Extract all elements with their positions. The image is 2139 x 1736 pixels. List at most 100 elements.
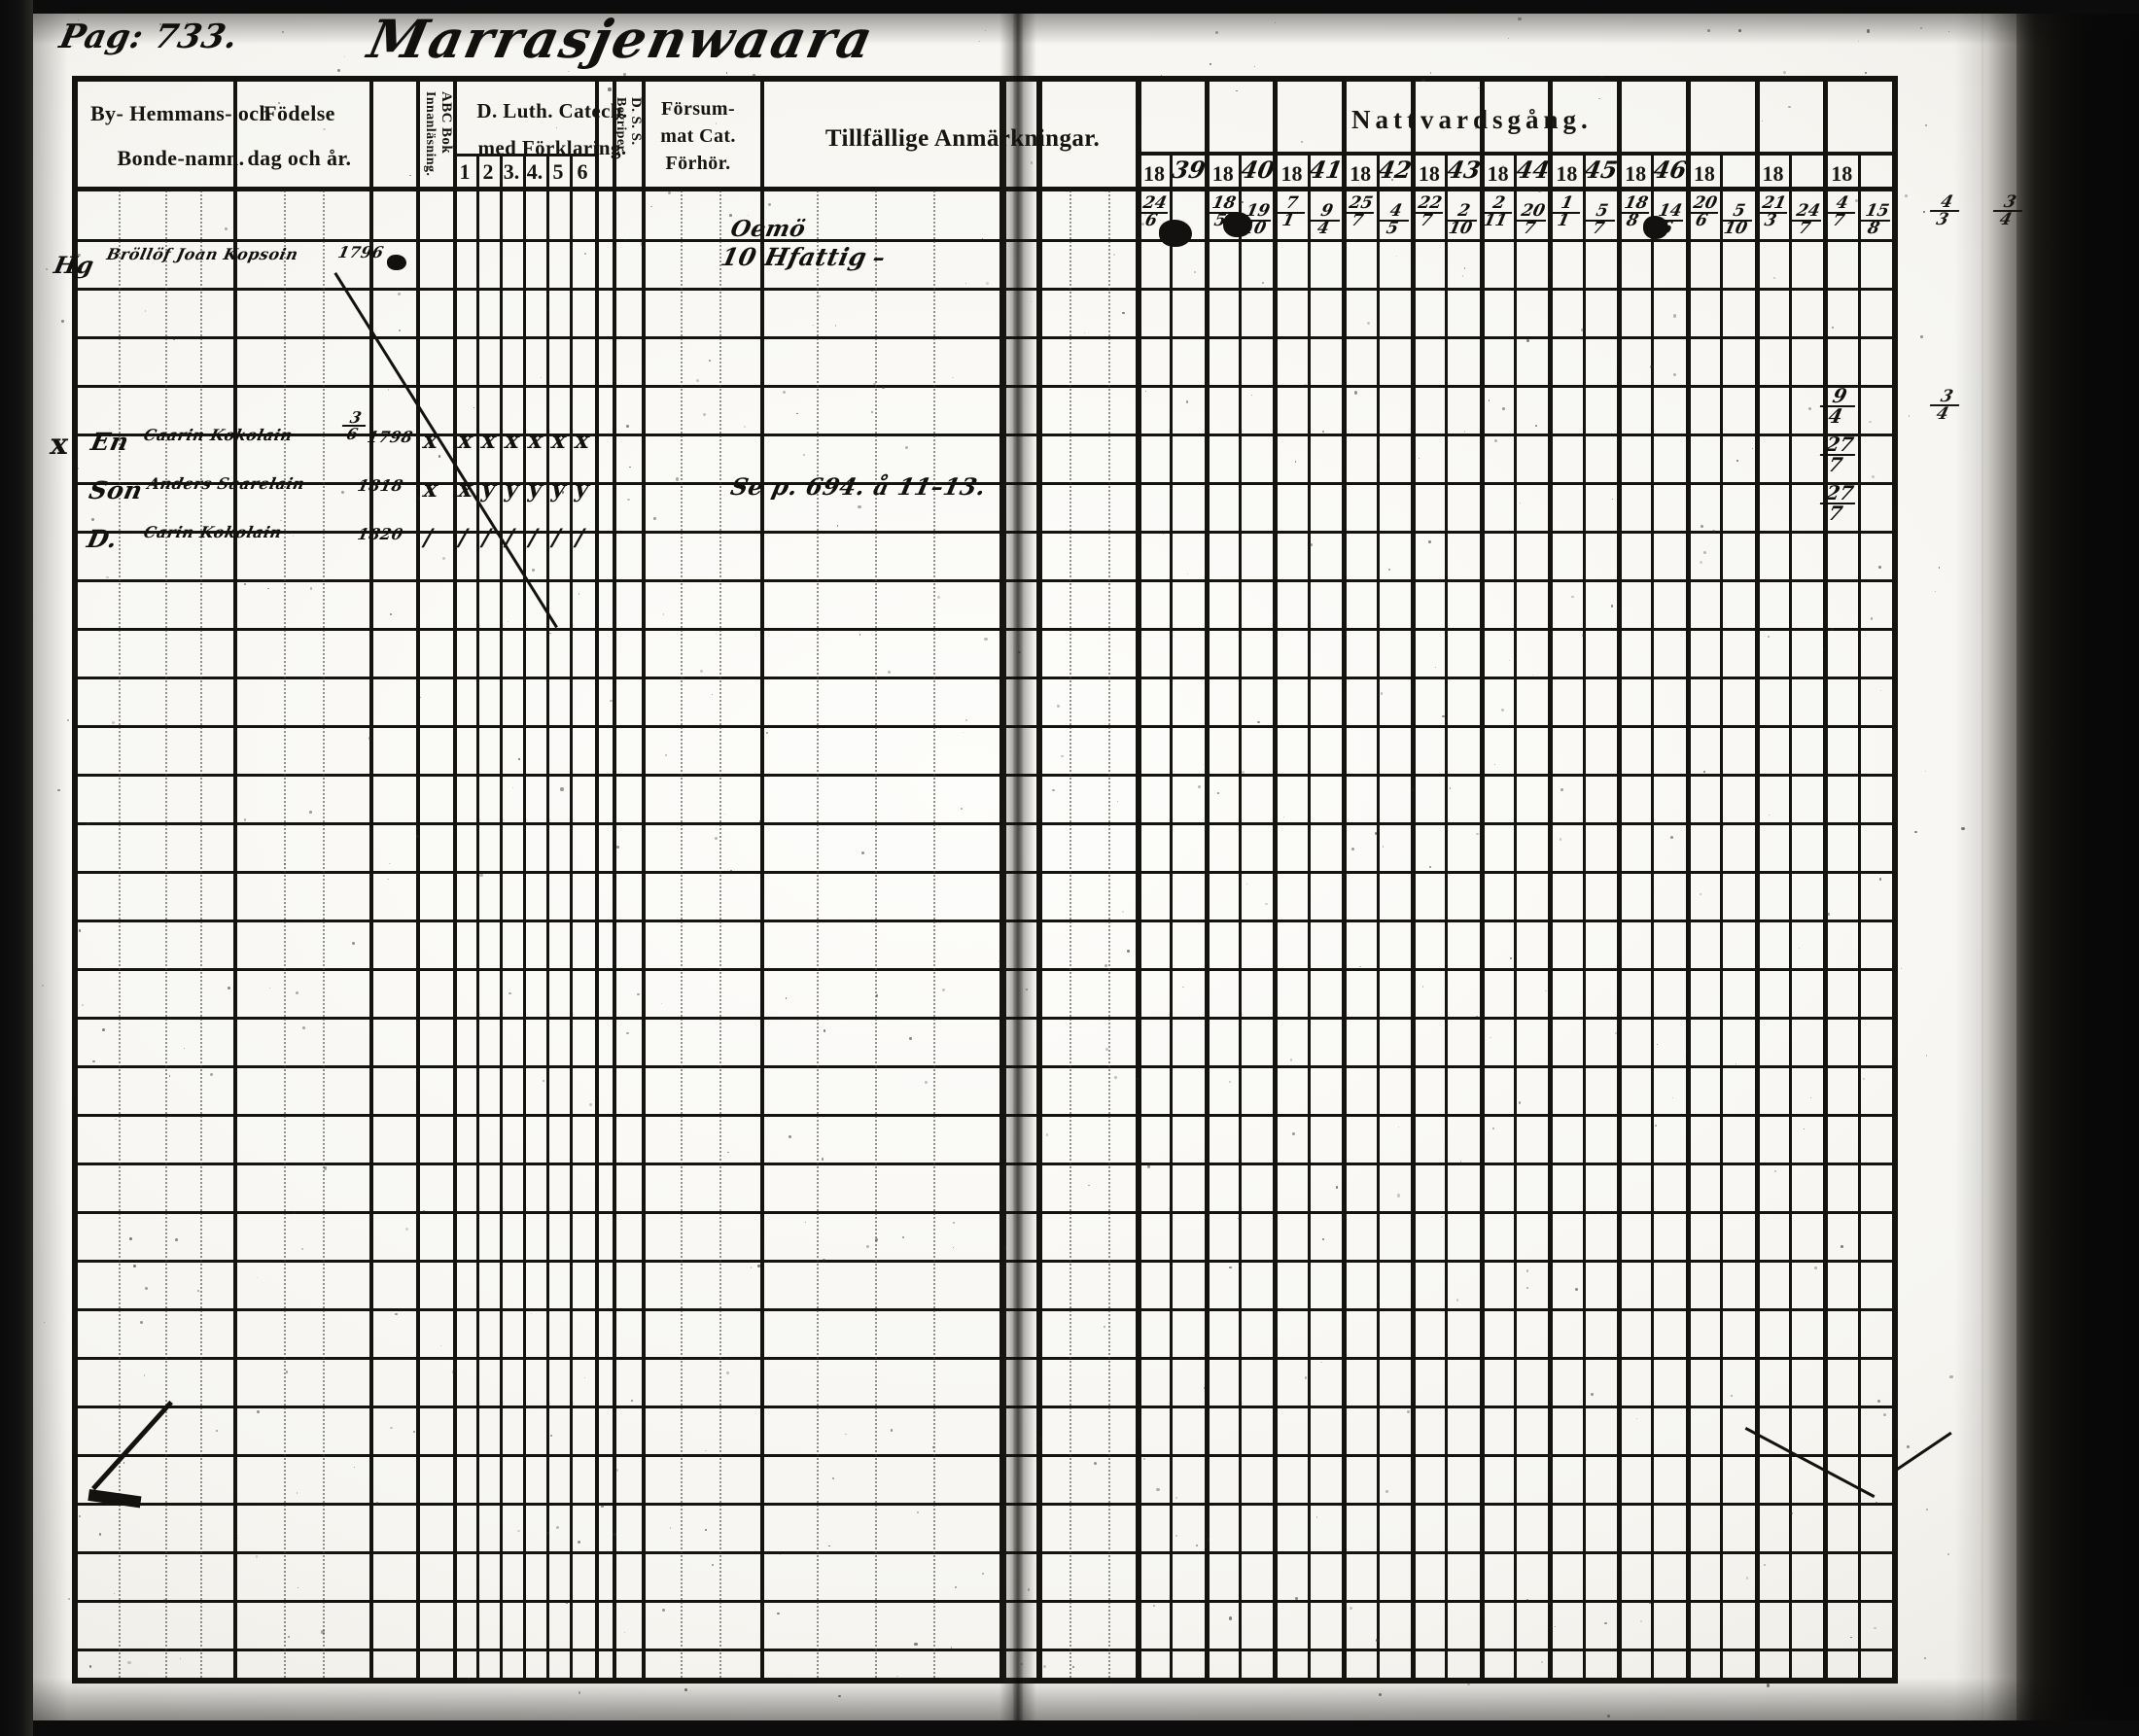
paper-speck [629,466,631,468]
paper-speck [1583,1651,1586,1654]
communion-date: 2 11 [1478,193,1516,230]
paper-speck [608,87,612,91]
paper-speck [395,1312,398,1316]
col-header-birth: Födelse [263,101,335,125]
paper-speck [568,70,570,73]
grid-line [233,76,237,1678]
paper-speck [1083,331,1085,333]
paper-speck [123,1462,125,1464]
paper-speck [1923,211,1925,213]
paper-speck [865,1244,869,1248]
paper-speck [675,477,680,481]
entry-birthday-2-num: 3 [348,408,364,427]
paper-speck [545,308,548,311]
paper-speck [904,445,908,450]
grid-line [1858,154,1861,1678]
grid-line [1377,154,1380,1678]
paper-speck [1057,705,1060,708]
paper-speck [1703,551,1706,555]
paper-speck [517,1529,520,1533]
entry-birthyear-3: 1818 [355,476,405,495]
paper-speck [812,324,814,327]
grid-line [1308,154,1311,1678]
paper-speck [1378,1693,1382,1697]
paper-speck [1094,1461,1097,1465]
paper-speck [684,1688,687,1692]
paper-speck [323,1166,327,1170]
paper-speck [578,1691,581,1694]
paper-speck [1766,1684,1771,1687]
paper-speck [351,941,355,945]
paper-speck [614,1533,616,1536]
grid-line [1548,76,1553,1678]
paper-speck [1366,321,1370,325]
paper-speck [309,811,312,814]
communion-year-prefix-10: 18 [1831,161,1853,186]
col-header-neglected: Försum- [660,98,736,120]
grid-line [500,156,503,1678]
page-number: Pag: 733. [55,17,242,56]
paper-speck [1463,431,1466,433]
paper-speck [144,1286,148,1291]
paper-speck [1707,29,1710,32]
paper-speck [796,412,798,415]
grid-line [760,76,764,1678]
paper-speck [196,1290,199,1293]
paper-speck [1583,1215,1586,1218]
paper-speck [129,1237,133,1240]
paper-speck [1320,1361,1322,1363]
grid-line [323,191,327,1678]
paper-speck [1615,1032,1617,1034]
paper-speck [1290,1059,1293,1061]
paper-speck [195,1551,197,1553]
paper-speck [1571,595,1574,598]
paper-speck [1830,628,1834,631]
communion-date: 15 8 [1856,201,1894,238]
paper-speck [1194,271,1196,273]
communion-year-suffix-5: 44 [1514,156,1552,184]
village-title: Marrasjenwaara [363,8,880,70]
paper-speck [1359,965,1361,967]
paper-speck [715,837,718,840]
paper-speck [1736,460,1738,462]
communion-year-suffix-3: 42 [1376,156,1415,184]
paper-speck [1875,1501,1878,1505]
grid-line [200,191,204,1678]
grid-line [476,156,479,1678]
col-header-birth-2: dag och år. [247,146,352,170]
paper-speck [637,992,640,996]
paper-speck [1471,1260,1474,1263]
paper-speck [914,1642,918,1647]
paper-speck [106,575,109,578]
paper-speck [1477,87,1480,88]
paper-speck [981,1572,984,1575]
entry-name-1: Bröllöf Joan Kopsoin [104,245,300,263]
paper-speck [508,991,511,995]
paper-speck [225,227,228,231]
paper-speck [1604,1621,1607,1625]
entry-birthday-2-den: 6 [338,425,367,443]
entry-prefix-2: En [88,428,132,456]
paper-speck [1745,1577,1749,1580]
paper-speck [67,1597,70,1600]
col-header-remarks: Tillfällige Anmärkningar. [824,125,1101,152]
paper-speck [296,990,299,994]
paper-speck [144,310,147,312]
paper-speck [1597,1212,1599,1215]
paper-speck [1407,1409,1411,1413]
paper-speck [578,1540,581,1544]
grid-line [1273,76,1278,1678]
grid-line [1480,76,1485,1678]
paper-speck [768,203,771,206]
top-border [0,0,2139,14]
paper-speck [1321,1238,1324,1240]
grid-line [284,191,288,1678]
paper-speck [1699,561,1702,565]
col-header-abc: ABC Bok [438,91,454,155]
paper-speck [1761,120,1763,122]
entry-name-2: Caarin Kokolain [141,426,295,444]
paper-speck [1640,1620,1642,1622]
paper-speck [387,878,389,880]
grid-line [72,76,78,1684]
paper-speck [321,1630,325,1634]
